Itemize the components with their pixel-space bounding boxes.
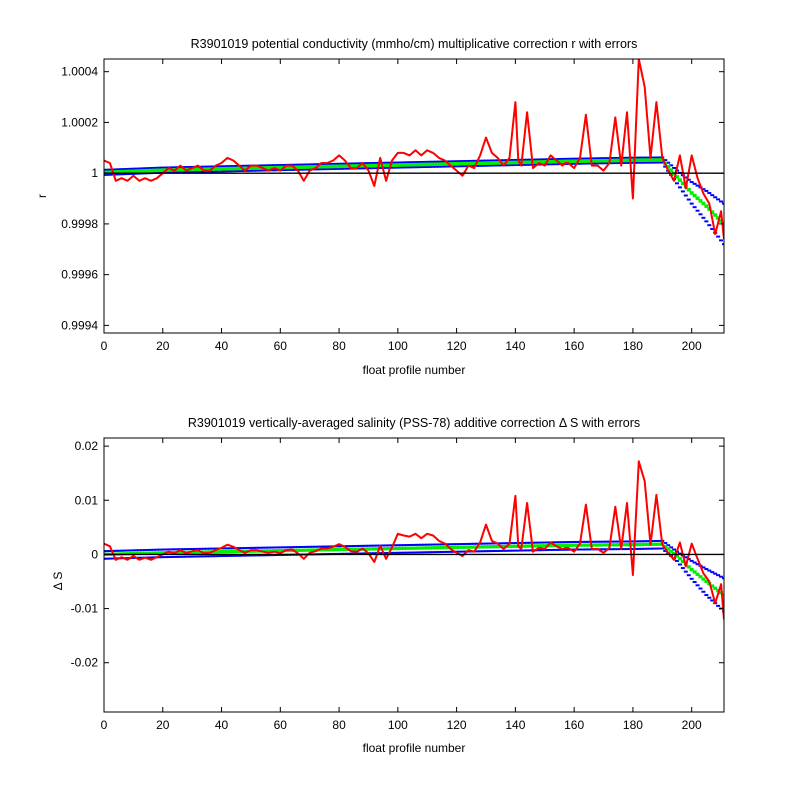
y-tick-label: 0.02 — [75, 439, 99, 453]
y-tick-label: 0 — [91, 547, 98, 561]
bottom-chart-ylabel: Δ S — [51, 572, 65, 591]
y-tick-label: 1.0002 — [61, 115, 98, 129]
x-tick-label: 40 — [215, 339, 229, 353]
x-tick-label: 80 — [332, 718, 346, 732]
x-tick-label: 200 — [682, 718, 702, 732]
top-chart-plot-area: 0 20 40 60 80 100 120 140 160 180 200 0.9994 0.9996 0… — [61, 58, 725, 353]
y-tick-label: -0.02 — [71, 656, 99, 670]
bottom-chart: R3901019 vertically-averaged salinity (P… — [51, 416, 725, 755]
top-chart-ylabel: r — [35, 194, 49, 198]
bottom-chart-title: R3901019 vertically-averaged salinity (P… — [188, 416, 640, 430]
x-tick-label: 180 — [623, 339, 643, 353]
x-tick-label: 0 — [101, 339, 108, 353]
x-tick-label: 60 — [274, 718, 288, 732]
x-tick-label: 180 — [623, 718, 643, 732]
x-tick-label: 40 — [215, 718, 229, 732]
plot-series-group — [104, 59, 724, 246]
plot-series-group — [104, 460, 724, 620]
x-tick-label: 20 — [156, 339, 170, 353]
plot-frame — [103, 437, 725, 713]
y-tick-label: 1.0004 — [61, 65, 98, 79]
y-tick-label: -0.01 — [71, 602, 99, 616]
top-chart-title: R3901019 potential conductivity (mmho/cm… — [191, 37, 638, 51]
top-chart-xlabel: float profile number — [363, 363, 466, 377]
y-tick-label: 0.9994 — [61, 318, 98, 332]
y-tick-label: 0.01 — [75, 493, 99, 507]
x-tick-label: 0 — [101, 718, 108, 732]
x-tick-label: 200 — [682, 339, 702, 353]
top-chart: R3901019 potential conductivity (mmho/cm… — [35, 37, 725, 377]
y-tick-label: 0.9996 — [61, 268, 98, 282]
y-tick-label: 1 — [91, 166, 98, 180]
y-tick-label: 0.9998 — [61, 217, 98, 231]
x-tick-label: 140 — [505, 339, 525, 353]
x-tick-label: 100 — [388, 339, 408, 353]
x-tick-label: 100 — [388, 718, 408, 732]
bottom-chart-plot-area: 0 20 40 60 80 100 120 140 160 180 200 -0.02 -0.01 0 0.… — [71, 437, 725, 732]
data-series-line — [104, 460, 724, 620]
x-tick-label: 120 — [447, 718, 467, 732]
x-tick-label: 140 — [505, 718, 525, 732]
x-tick-label: 160 — [564, 339, 584, 353]
bottom-chart-xlabel: float profile number — [363, 741, 466, 755]
x-tick-label: 20 — [156, 718, 170, 732]
data-series-line — [104, 59, 724, 240]
plot-frame — [103, 58, 725, 334]
x-tick-label: 60 — [274, 339, 288, 353]
x-tick-label: 160 — [564, 718, 584, 732]
x-tick-label: 80 — [332, 339, 346, 353]
x-tick-label: 120 — [447, 339, 467, 353]
